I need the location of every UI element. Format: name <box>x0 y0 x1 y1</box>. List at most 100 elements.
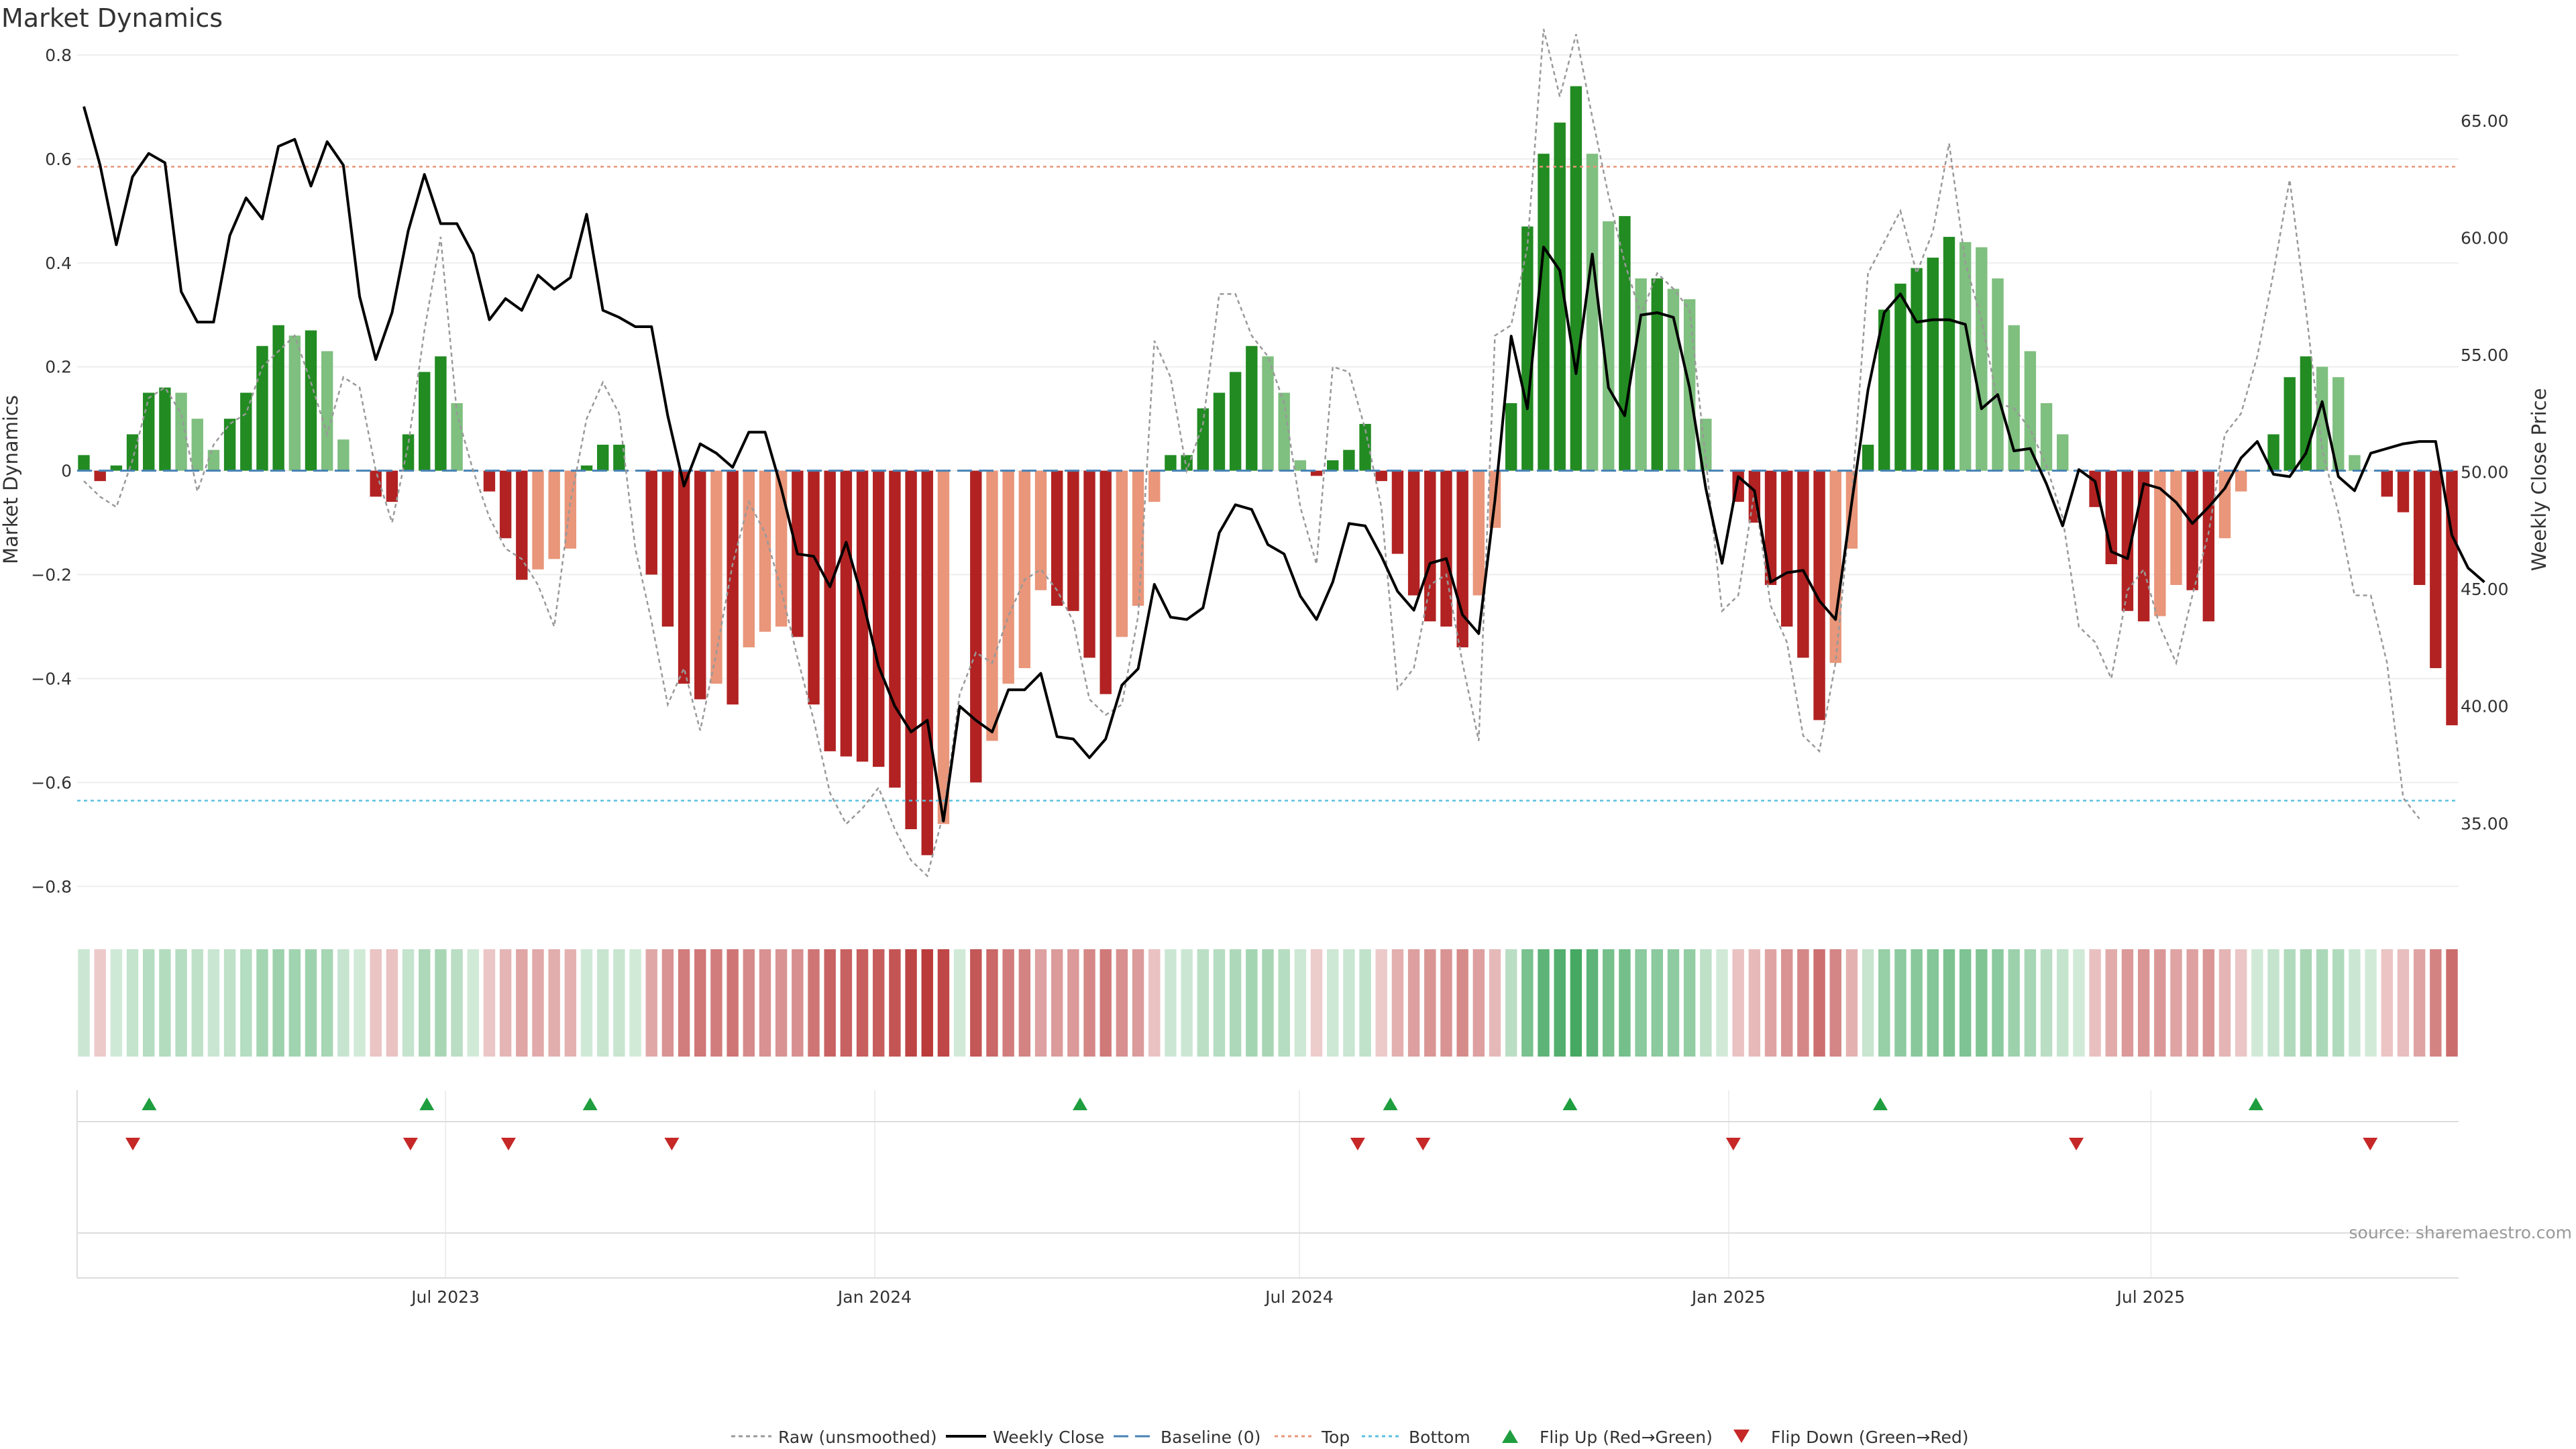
chart-title: Market Dynamics <box>1 3 223 33</box>
heat-cell <box>1586 949 1599 1057</box>
flip-up-marker <box>419 1097 435 1110</box>
heat-cell <box>743 949 755 1057</box>
legend-down-icon <box>1733 1430 1750 1443</box>
dynamics-bar <box>1327 460 1339 471</box>
dynamics-bar <box>1992 278 2004 471</box>
dynamics-bar <box>419 372 431 471</box>
heat-cell <box>889 949 901 1057</box>
heat-cell <box>110 949 123 1057</box>
heat-cell <box>953 949 966 1057</box>
heat-cell <box>564 949 577 1057</box>
heat-cell <box>2446 949 2458 1057</box>
heat-cell <box>1683 949 1696 1057</box>
dynamics-bar <box>645 470 657 575</box>
flip-down-marker <box>2069 1138 2084 1150</box>
dynamics-bar <box>2413 470 2426 586</box>
dynamics-bar <box>451 402 463 471</box>
dynamics-bar <box>1976 247 1988 471</box>
legend-baseline: Baseline (0) <box>1114 1428 1260 1447</box>
heat-cell <box>1099 949 1112 1057</box>
dynamics-bar <box>386 470 398 502</box>
dynamics-bar <box>1181 455 1193 471</box>
heat-cell <box>1359 949 1371 1057</box>
heat-cell <box>2073 949 2085 1057</box>
heat-cell <box>2154 949 2166 1057</box>
heat-cell <box>1813 949 1825 1057</box>
dynamics-bar <box>613 444 625 471</box>
heat-cell <box>678 949 690 1057</box>
legend-flip-down: Flip Down (Green→Red) <box>1733 1428 1969 1447</box>
y2-tick-label: 40.00 <box>2461 697 2509 716</box>
dynamics-bar <box>78 455 90 471</box>
dynamics-bar <box>2397 470 2410 513</box>
heat-cell <box>727 949 739 1057</box>
heat-cell <box>2121 949 2134 1057</box>
heat-cell <box>1213 949 1226 1057</box>
heat-cell <box>1034 949 1047 1057</box>
heat-cell <box>2202 949 2215 1057</box>
heat-cell <box>808 949 820 1057</box>
heat-cell <box>1278 949 1290 1057</box>
heat-cell <box>905 949 917 1057</box>
dynamics-bar <box>1554 122 1566 471</box>
heat-cell <box>191 949 203 1057</box>
heat-cell <box>337 949 350 1057</box>
dynamics-bar <box>1764 470 1777 586</box>
heat-cell <box>402 949 415 1057</box>
heat-cell <box>629 949 641 1057</box>
dynamics-bar <box>1002 470 1014 684</box>
dynamics-bar <box>596 444 609 471</box>
heat-cell <box>1797 949 1809 1057</box>
heat-cell <box>2413 949 2426 1057</box>
heat-cell <box>1603 949 1615 1057</box>
dynamics-bar <box>2316 366 2328 471</box>
dynamics-bar <box>321 351 333 471</box>
dynamics-bar <box>824 470 836 751</box>
heat-cell <box>775 949 788 1057</box>
heat-cell <box>1829 949 1841 1057</box>
heat-cell <box>1959 949 1972 1057</box>
dynamics-bar <box>710 470 722 684</box>
heat-cell <box>159 949 171 1057</box>
heat-cell <box>1878 949 1890 1057</box>
dynamics-bar <box>986 470 998 741</box>
heat-cell <box>1748 949 1761 1057</box>
heat-cell <box>1424 949 1436 1057</box>
dynamics-bar <box>1521 226 1534 471</box>
heat-cell <box>1407 949 1420 1057</box>
heat-cell <box>483 949 496 1057</box>
flip-down-marker <box>500 1138 516 1150</box>
heat-cell <box>1391 949 1404 1057</box>
flip-down-marker <box>1350 1138 1365 1150</box>
y-tick-label: 0.4 <box>45 254 72 273</box>
dynamics-bar <box>305 330 317 471</box>
heat-cell <box>937 949 950 1057</box>
dynamics-bar <box>1878 309 1890 471</box>
dynamics-bar <box>2430 470 2442 668</box>
legend-label: Flip Up (Red→Green) <box>1540 1428 1713 1447</box>
dynamics-bar <box>2381 470 2393 497</box>
heat-cell <box>1845 949 1858 1057</box>
heat-cell <box>240 949 252 1057</box>
heat-cell <box>1132 949 1144 1057</box>
heat-cell <box>499 949 512 1057</box>
dynamics-bar <box>240 392 252 471</box>
heat-cell <box>1343 949 1355 1057</box>
dynamics-bar <box>1862 444 1874 471</box>
heat-cell <box>1083 949 1095 1057</box>
legend: Raw (unsmoothed) Weekly Close Baseline (0)… <box>731 1428 1969 1447</box>
dynamics-bar <box>2284 377 2296 471</box>
flip-up-marker <box>142 1097 157 1110</box>
dynamics-bar <box>1197 408 1209 471</box>
heat-cell <box>94 949 106 1057</box>
heat-cell <box>532 949 544 1057</box>
heat-cell <box>1911 949 1923 1057</box>
y-tick-label: 0.8 <box>45 46 72 65</box>
heat-cell <box>580 949 593 1057</box>
legend-label: Weekly Close <box>993 1428 1104 1447</box>
heat-cell <box>1262 949 1274 1057</box>
dynamics-bar <box>727 470 739 705</box>
heat-cell <box>1764 949 1777 1057</box>
heat-cell <box>1927 949 1939 1057</box>
dynamics-bar <box>1034 470 1047 590</box>
